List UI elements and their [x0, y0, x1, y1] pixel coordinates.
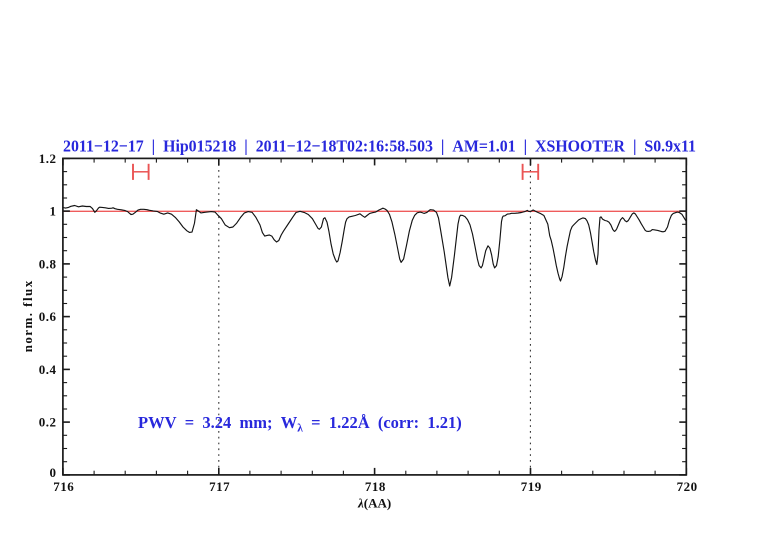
svg-text:716: 716	[53, 479, 74, 494]
svg-text:0.4: 0.4	[39, 362, 57, 377]
svg-text:719: 719	[521, 479, 542, 494]
svg-text:0.2: 0.2	[39, 415, 57, 430]
svg-text:norm. flux: norm. flux	[20, 280, 35, 352]
svg-text:0.6: 0.6	[39, 309, 57, 324]
svg-text:λ(AA): λ(AA)	[357, 496, 391, 511]
svg-text:1: 1	[50, 204, 57, 219]
svg-text:2011−12−17 | Hip015218 | 2: 2011−12−17 | Hip015218 | 2011−12−18T02:1…	[63, 137, 696, 156]
svg-text:717: 717	[209, 479, 230, 494]
svg-text:PWV = 3.24 mm; Wλ = 1.22: PWV = 3.24 mm; Wλ = 1.22Å (corr: 1.21)	[138, 413, 462, 435]
svg-text:720: 720	[677, 479, 698, 494]
svg-text:0.8: 0.8	[39, 256, 57, 271]
svg-text:0: 0	[50, 465, 57, 480]
svg-text:1.2: 1.2	[39, 151, 57, 166]
svg-text:718: 718	[365, 479, 386, 494]
